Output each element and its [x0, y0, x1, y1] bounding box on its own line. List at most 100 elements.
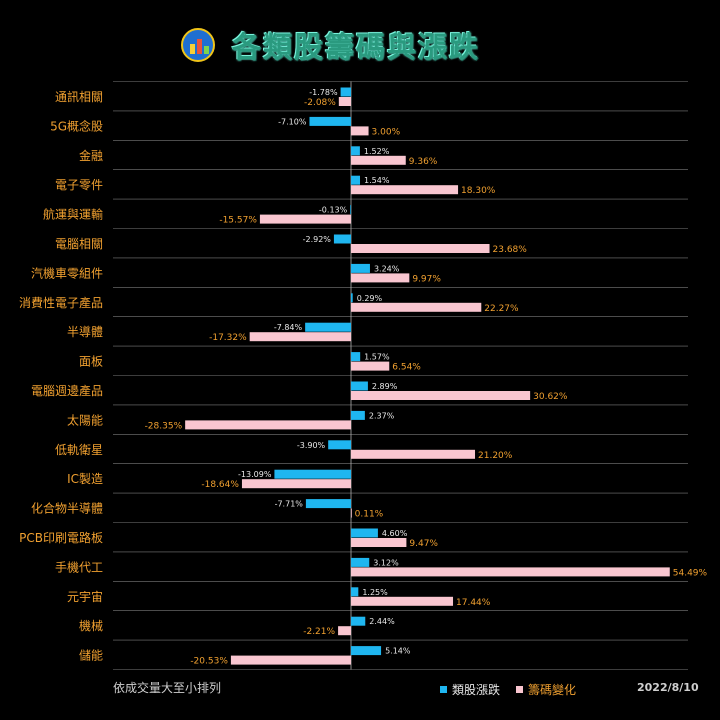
- chip-bar: [351, 567, 670, 577]
- legend-price-label: 類股漲跌: [452, 683, 501, 697]
- chip-value-label: -18.64%: [201, 480, 239, 490]
- price-value-label: 0.29%: [357, 294, 383, 303]
- category-label: PCB印刷電路板: [19, 530, 103, 545]
- legend-chip-swatch: [516, 686, 523, 693]
- chip-value-label: -28.35%: [145, 421, 183, 431]
- category-label: 5G概念股: [50, 118, 103, 133]
- chip-bar: [230, 655, 351, 665]
- price-bar: [351, 557, 370, 567]
- price-value-label: 4.60%: [382, 529, 408, 538]
- category-label: 化合物半導體: [31, 501, 103, 516]
- price-bar: [351, 146, 360, 156]
- category-label: 太陽能: [67, 412, 103, 427]
- chip-value-label: 18.30%: [461, 186, 496, 196]
- chip-value-label: 22.27%: [484, 304, 519, 314]
- category-label: 航運與運輸: [43, 207, 103, 222]
- category-label: IC製造: [67, 472, 103, 486]
- chip-value-label: 9.97%: [412, 274, 441, 284]
- chip-bar: [351, 391, 531, 400]
- chip-value-label: 30.62%: [533, 392, 568, 402]
- price-value-label: 1.25%: [362, 588, 388, 597]
- legend-chip: 籌碼變化: [516, 681, 576, 698]
- chip-bar: [351, 508, 352, 518]
- price-bar: [274, 469, 351, 479]
- price-value-label: -2.92%: [303, 235, 332, 244]
- chip-bar: [351, 361, 390, 371]
- price-value-label: 1.52%: [364, 147, 390, 156]
- price-value-label: -7.71%: [275, 500, 304, 509]
- brand-logo-icon: [181, 28, 215, 62]
- chip-bar: [185, 420, 351, 430]
- price-value-label: 3.12%: [373, 558, 399, 567]
- price-bar: [351, 616, 366, 626]
- price-bar: [351, 263, 370, 273]
- chart-title: 各類股籌碼與漲跌: [232, 30, 481, 64]
- price-bar: [305, 322, 351, 332]
- chip-value-label: 21.20%: [478, 451, 513, 461]
- chip-value-label: 9.36%: [409, 157, 438, 167]
- legend-price-swatch: [440, 686, 447, 693]
- report-date: 2022/8/10: [637, 681, 699, 694]
- chip-bar: [351, 155, 406, 165]
- chip-bar: [351, 185, 459, 195]
- price-value-label: -3.90%: [297, 441, 326, 450]
- price-value-label: 2.44%: [369, 617, 395, 626]
- chip-bar: [351, 302, 482, 312]
- chip-value-label: -17.32%: [209, 333, 247, 343]
- chip-bar: [351, 126, 369, 136]
- chip-bar: [351, 449, 476, 459]
- category-label: 元宇宙: [67, 589, 103, 604]
- category-label: 消費性電子產品: [19, 295, 103, 310]
- price-value-label: -13.09%: [238, 470, 272, 479]
- chip-value-label: 3.00%: [372, 127, 401, 137]
- price-bar: [351, 293, 353, 303]
- price-bar: [351, 528, 378, 538]
- category-label: 面板: [79, 355, 103, 369]
- price-bar: [340, 87, 351, 97]
- price-value-label: 2.89%: [372, 382, 398, 391]
- sort-note: 依成交量大至小排列: [113, 681, 222, 695]
- category-label: 機械: [79, 618, 103, 633]
- chip-bar: [351, 273, 410, 283]
- price-bar: [350, 205, 352, 215]
- chip-bar: [351, 596, 454, 606]
- chip-value-label: 0.11%: [355, 510, 384, 520]
- category-label: 半導體: [67, 325, 103, 339]
- price-value-label: 1.54%: [364, 176, 390, 185]
- chip-value-label: -15.57%: [219, 216, 257, 226]
- price-value-label: -1.78%: [309, 88, 338, 97]
- chip-value-label: -20.53%: [190, 657, 228, 667]
- chip-value-label: 17.44%: [456, 598, 491, 608]
- chip-bar: [351, 538, 407, 547]
- chip-bar: [338, 97, 351, 106]
- legend-price: 類股漲跌: [440, 681, 500, 698]
- chip-value-label: -2.08%: [304, 98, 336, 108]
- chip-bar: [259, 214, 351, 224]
- category-label: 儲能: [79, 649, 103, 663]
- category-label: 低軌衛星: [55, 442, 103, 457]
- price-bar: [351, 410, 365, 420]
- price-bar: [333, 234, 351, 244]
- price-bar: [351, 646, 382, 656]
- legend-chip-label: 籌碼變化: [528, 683, 577, 697]
- category-label: 電腦週邊產品: [31, 383, 103, 398]
- price-bar: [328, 440, 351, 450]
- category-label: 手機代工: [55, 559, 103, 574]
- price-bar: [351, 352, 361, 362]
- category-label: 金融: [79, 148, 103, 163]
- chip-bar: [241, 479, 351, 489]
- price-bar: [309, 116, 351, 126]
- chip-value-label: 23.68%: [493, 245, 528, 255]
- price-value-label: -7.10%: [278, 117, 307, 126]
- category-label: 汽機車零組件: [31, 265, 103, 280]
- price-bar: [305, 499, 351, 509]
- category-label: 電子零件: [55, 178, 103, 192]
- price-bar: [351, 381, 368, 391]
- chip-value-label: 54.49%: [673, 568, 708, 578]
- category-label: 電腦相關: [55, 236, 103, 251]
- chip-bar: [338, 626, 351, 636]
- price-value-label: 5.14%: [385, 647, 411, 656]
- chip-value-label: 6.54%: [392, 363, 421, 373]
- chip-value-label: 9.47%: [409, 539, 438, 549]
